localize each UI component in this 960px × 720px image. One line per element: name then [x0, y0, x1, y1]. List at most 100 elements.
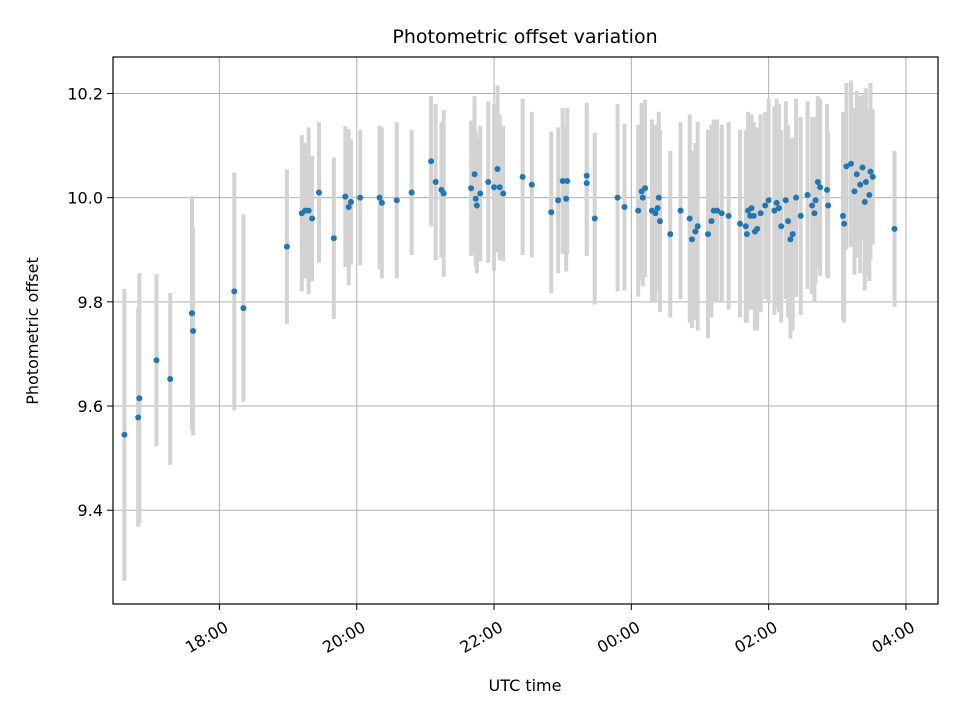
- data-point: [654, 205, 661, 212]
- data-point: [528, 181, 535, 188]
- y-tick-label: 10.0: [67, 189, 103, 208]
- data-point: [866, 192, 873, 199]
- data-point: [348, 198, 355, 205]
- data-point: [742, 223, 749, 230]
- data-point: [677, 207, 684, 214]
- data-point: [667, 231, 674, 238]
- data-point: [771, 207, 778, 214]
- data-point: [812, 197, 819, 204]
- data-point: [635, 207, 642, 214]
- data-point: [330, 235, 337, 242]
- data-point: [809, 202, 816, 209]
- data-points: [121, 158, 898, 438]
- data-point: [342, 193, 349, 200]
- data-point: [811, 210, 818, 217]
- data-point: [153, 357, 160, 364]
- data-point: [519, 173, 526, 180]
- data-point: [440, 190, 447, 197]
- y-tick-label: 9.8: [78, 293, 103, 312]
- data-point: [891, 225, 898, 232]
- y-tick-label: 10.2: [67, 84, 103, 103]
- data-point: [853, 171, 860, 178]
- data-point: [639, 194, 646, 201]
- data-point: [305, 207, 312, 214]
- data-point: [789, 231, 796, 238]
- data-point: [840, 212, 847, 219]
- data-point: [824, 186, 831, 193]
- data-point: [167, 375, 174, 382]
- plot-frame: [112, 56, 939, 605]
- data-point: [714, 207, 721, 214]
- data-point: [743, 231, 750, 238]
- data-point: [862, 179, 869, 186]
- data-point: [190, 328, 197, 335]
- data-point: [737, 220, 744, 227]
- y-axis-ticks: 9.4 9.6 9.8 10.0 10.2: [67, 84, 113, 520]
- data-point: [762, 202, 769, 209]
- data-point: [472, 195, 479, 202]
- data-point: [688, 236, 695, 243]
- data-point: [748, 205, 755, 212]
- data-point: [773, 199, 780, 206]
- data-point: [775, 205, 782, 212]
- data-point: [765, 197, 772, 204]
- data-point: [473, 202, 480, 209]
- data-point: [468, 185, 475, 192]
- data-point: [718, 210, 725, 217]
- data-point: [787, 236, 794, 243]
- data-point: [376, 194, 383, 201]
- data-point: [848, 160, 855, 167]
- data-point: [121, 431, 128, 438]
- x-axis-label: UTC time: [489, 676, 562, 695]
- data-point: [652, 210, 659, 217]
- data-point: [345, 204, 352, 211]
- data-point: [861, 198, 868, 205]
- y-tick-label: 9.6: [78, 397, 103, 416]
- data-point: [825, 202, 832, 209]
- data-point: [432, 179, 439, 186]
- data-point: [564, 177, 571, 184]
- data-point: [378, 199, 385, 206]
- y-axis-label: Photometric offset: [23, 257, 42, 405]
- data-point: [621, 204, 628, 211]
- data-point: [656, 218, 663, 225]
- data-point: [793, 194, 800, 201]
- data-point: [692, 228, 699, 235]
- data-point: [500, 190, 507, 197]
- data-point: [477, 190, 484, 197]
- chart-title: Photometric offset variation: [392, 26, 657, 48]
- data-point: [309, 215, 316, 222]
- data-point: [563, 195, 570, 202]
- data-point: [859, 164, 866, 171]
- y-tick-label: 9.4: [78, 501, 103, 520]
- data-point: [614, 194, 621, 201]
- data-point: [283, 243, 290, 250]
- data-point: [814, 179, 821, 186]
- data-point: [750, 212, 757, 219]
- data-point: [841, 220, 848, 227]
- data-point: [428, 158, 435, 165]
- data-point: [708, 218, 715, 225]
- data-point: [804, 192, 811, 199]
- data-point: [778, 223, 785, 230]
- data-point: [136, 395, 143, 402]
- data-point: [851, 188, 858, 195]
- data-point: [705, 231, 712, 238]
- data-point: [591, 215, 598, 222]
- data-point: [240, 305, 247, 312]
- data-point: [757, 210, 764, 217]
- data-point: [725, 212, 732, 219]
- data-point: [188, 310, 195, 317]
- data-point: [494, 166, 501, 173]
- data-point: [843, 163, 850, 170]
- data-point: [655, 194, 662, 201]
- data-point: [135, 414, 142, 421]
- data-point: [754, 225, 761, 232]
- data-point: [393, 197, 400, 204]
- data-point: [583, 180, 590, 187]
- data-point: [782, 197, 789, 204]
- data-point: [785, 218, 792, 225]
- data-point: [357, 194, 364, 201]
- data-point: [857, 181, 864, 188]
